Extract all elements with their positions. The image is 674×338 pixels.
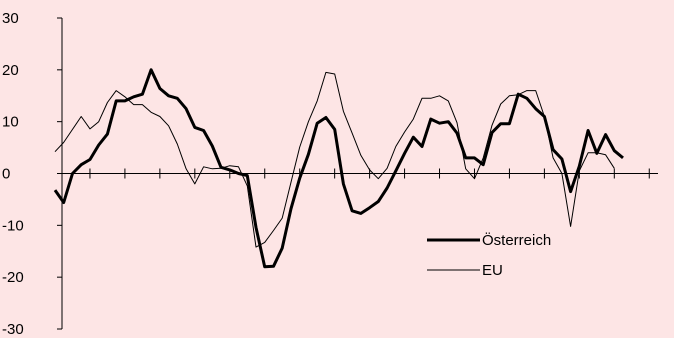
- y-tick-label: 20: [2, 62, 19, 79]
- y-tick-label: 30: [2, 10, 19, 27]
- y-ticks: -30 -20 -10 0 10 20 30: [2, 10, 62, 338]
- series-layer: [53, 68, 624, 269]
- legend-label-0: Österreich: [482, 231, 551, 249]
- series-line-1: [54, 71, 615, 248]
- y-tick-label: -30: [2, 321, 24, 338]
- legend-label-1: EU: [482, 262, 503, 279]
- x-ticks: [89, 168, 650, 179]
- y-tick-label: 0: [2, 166, 10, 183]
- y-tick-label: -10: [2, 217, 24, 234]
- legend: Österreich EU: [427, 231, 551, 279]
- y-tick-label: 10: [2, 114, 19, 131]
- series-line-0: [53, 68, 624, 269]
- y-tick-label: -20: [2, 269, 24, 286]
